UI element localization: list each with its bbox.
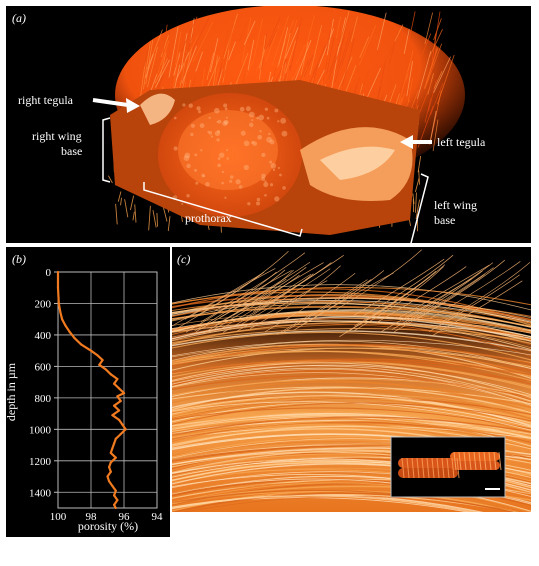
label-left-tegula: left tegula bbox=[437, 135, 486, 149]
porosity-data-point bbox=[108, 465, 111, 469]
porosity-data-point bbox=[122, 392, 126, 395]
porosity-data-point bbox=[117, 409, 121, 412]
y-tick-label: 200 bbox=[35, 298, 52, 310]
porosity-data-point bbox=[111, 447, 114, 450]
bracket-right-wing-base bbox=[102, 117, 111, 183]
porosity-data-point bbox=[116, 499, 119, 502]
porosity-data-point bbox=[114, 456, 117, 459]
y-tick-label: 400 bbox=[35, 330, 52, 342]
x-tick-label: 94 bbox=[152, 511, 164, 523]
porosity-data-point bbox=[80, 343, 83, 346]
porosity-data-point bbox=[68, 330, 71, 333]
y-axis-label: depth in µm bbox=[4, 362, 18, 421]
porosity-data-point bbox=[113, 382, 116, 385]
porosity-data-point bbox=[109, 373, 112, 376]
porosity-data-point bbox=[117, 387, 121, 390]
label-right-tegula: right tegula bbox=[18, 93, 74, 107]
y-tick-label: 0 bbox=[46, 267, 52, 279]
porosity-data-point bbox=[113, 503, 116, 506]
bracket-prothorax bbox=[143, 182, 303, 237]
porosity-data-point bbox=[109, 451, 112, 455]
porosity-data-point bbox=[61, 318, 64, 321]
arrow-right-tegula-head bbox=[126, 98, 140, 113]
panel-b-tag: (b) bbox=[12, 252, 26, 266]
porosity-data-point bbox=[119, 399, 122, 403]
porosity-data-point bbox=[124, 428, 127, 431]
porosity-chart: 100 98 96 94 0 200 400 600 800 1000 1200 1400 bbox=[29, 267, 163, 523]
arrow-right-tegula-shaft bbox=[92, 98, 129, 107]
porosity-data-point bbox=[114, 506, 117, 510]
panel-c-tag: (c) bbox=[177, 252, 190, 266]
bee-thorax-render bbox=[108, 6, 465, 235]
arrow-left-tegula-head bbox=[400, 135, 413, 149]
porosity-data-point bbox=[59, 311, 62, 315]
porosity-data-point bbox=[106, 475, 109, 478]
y-tick-label: 1200 bbox=[29, 456, 52, 468]
label-right-wing-base-line2: base bbox=[61, 144, 82, 158]
porosity-data-point bbox=[113, 442, 116, 445]
porosity-data-point bbox=[109, 461, 112, 464]
label-left-wing-base-line2: base bbox=[434, 213, 455, 227]
porosity-data-point bbox=[114, 489, 117, 492]
inset-hair-closeup bbox=[390, 436, 506, 498]
porosity-data-point bbox=[56, 286, 60, 289]
y-tick-label: 1000 bbox=[29, 424, 52, 436]
porosity-data-point bbox=[89, 349, 93, 352]
porosity-data-point bbox=[98, 363, 101, 366]
porosity-data-point bbox=[64, 324, 67, 327]
bracket-left-wing-base bbox=[403, 173, 429, 249]
porosity-data-point bbox=[96, 354, 99, 357]
porosity-data-point bbox=[116, 377, 119, 381]
label-left-wing-base-line1: left wing bbox=[434, 198, 477, 212]
porosity-data-point bbox=[108, 480, 111, 483]
porosity-data-point bbox=[117, 418, 121, 421]
porosity-data-point bbox=[73, 336, 76, 340]
porosity-data-point bbox=[104, 368, 107, 371]
porosity-data-point bbox=[113, 404, 116, 407]
porosity-data-point bbox=[57, 302, 60, 305]
porosity-data-point bbox=[101, 359, 104, 362]
y-tick-label: 1400 bbox=[29, 487, 52, 499]
porosity-data-point bbox=[111, 484, 114, 488]
porosity-data-point bbox=[114, 437, 117, 440]
porosity-data-point bbox=[119, 432, 122, 436]
panel-c: (c) bbox=[172, 247, 531, 512]
porosity-data-point bbox=[111, 414, 114, 417]
x-tick-label: 96 bbox=[119, 511, 131, 523]
y-tick-label: 600 bbox=[35, 361, 52, 373]
x-tick-label: 98 bbox=[86, 511, 98, 523]
porosity-data-point bbox=[113, 494, 116, 497]
panel-a: (a) right tegula right wing base left te… bbox=[6, 6, 531, 249]
panel-b-background bbox=[6, 247, 170, 537]
label-right-wing-base-line1: right wing bbox=[32, 129, 82, 143]
panel-b: (b) 100 98 96 94 0 200 400 600 800 1000 1200 1400 d… bbox=[4, 247, 170, 537]
porosity-data-point bbox=[56, 270, 60, 274]
panel-a-tag: (a) bbox=[12, 11, 26, 25]
x-tick-label: 100 bbox=[50, 511, 67, 523]
y-tick-label: 800 bbox=[35, 393, 52, 405]
inset-hair-shafts bbox=[398, 451, 502, 479]
porosity-data-point bbox=[121, 423, 124, 426]
porosity-data-point bbox=[116, 395, 119, 398]
label-prothorax: prothorax bbox=[185, 211, 232, 225]
x-axis-label: porosity (%) bbox=[78, 519, 138, 533]
porosity-data-point bbox=[109, 470, 112, 473]
